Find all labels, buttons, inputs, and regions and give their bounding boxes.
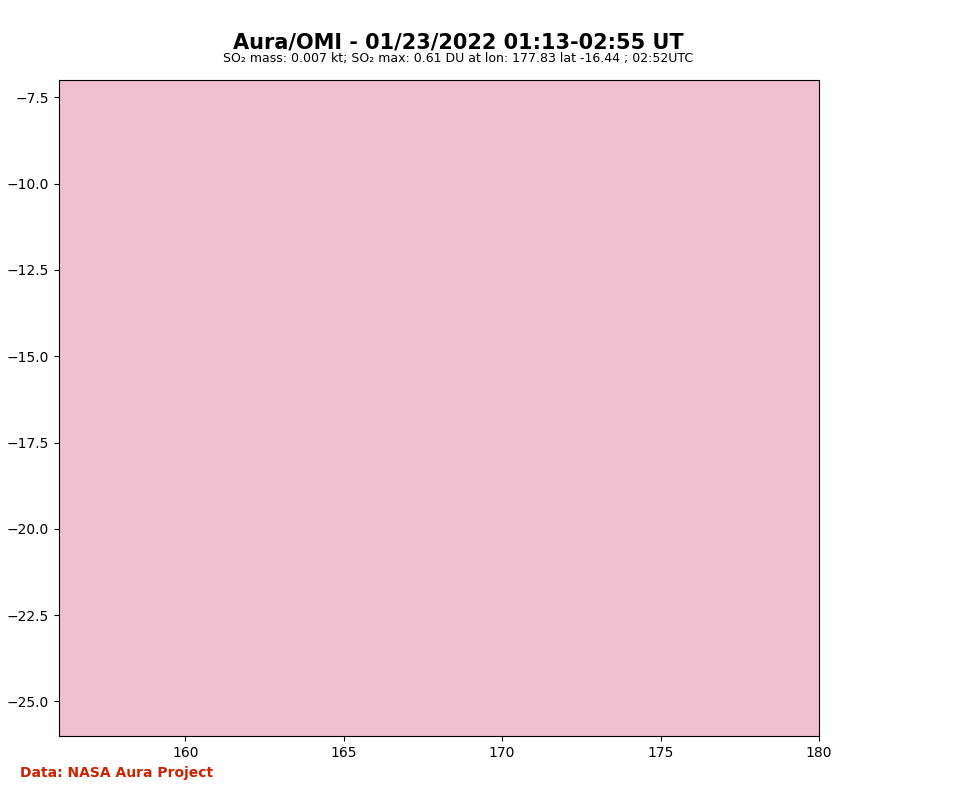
- Text: Aura/OMI - 01/23/2022 01:13-02:55 UT: Aura/OMI - 01/23/2022 01:13-02:55 UT: [233, 32, 683, 52]
- Text: Data: NASA Aura Project: Data: NASA Aura Project: [20, 766, 213, 780]
- Text: SO₂ mass: 0.007 kt; SO₂ max: 0.61 DU at lon: 177.83 lat -16.44 ; 02:52UTC: SO₂ mass: 0.007 kt; SO₂ max: 0.61 DU at …: [223, 52, 693, 65]
